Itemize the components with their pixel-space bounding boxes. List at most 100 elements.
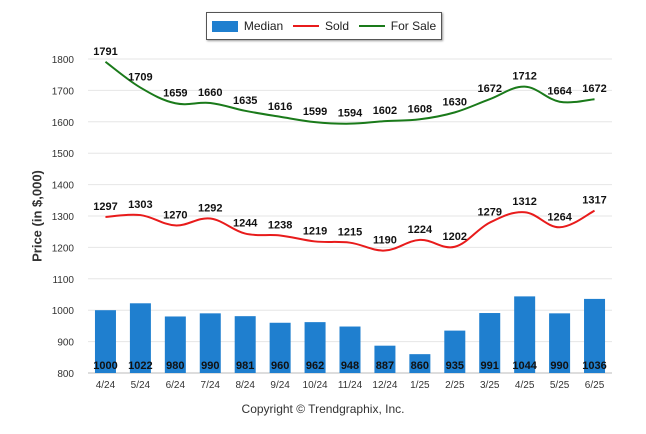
median-bar (269, 322, 291, 373)
series-lines (104, 61, 596, 252)
median-bar (304, 322, 326, 373)
median-value-label: 860 (411, 360, 429, 372)
for-sale-value-label: 1791 (93, 46, 117, 58)
sold-line (105, 209, 596, 252)
sold-value-label: 1312 (512, 196, 536, 208)
for-sale-line (104, 61, 595, 125)
median-bar (444, 330, 466, 373)
x-tick-label: 3/25 (480, 380, 500, 391)
sold-value-label: 1215 (338, 227, 362, 239)
x-tick-label: 11/24 (338, 380, 363, 391)
legend-item-sold[interactable]: Sold (292, 19, 350, 33)
x-tick-label: 6/24 (166, 380, 186, 391)
x-tick-label: 10/24 (303, 380, 328, 391)
sold-value-label: 1270 (163, 209, 187, 221)
median-value-label: 887 (376, 360, 394, 372)
median-value-label: 1044 (512, 360, 537, 372)
sold-value-label: 1317 (582, 195, 606, 207)
legend: Median Sold For Sale (206, 12, 442, 40)
x-tick-label: 12/24 (372, 380, 397, 391)
for-sale-value-label: 1672 (582, 83, 606, 95)
y-tick-label: 1300 (52, 212, 75, 223)
x-tick-label: 2/25 (445, 380, 465, 391)
for-sale-value-label: 1635 (233, 95, 257, 107)
y-tick-label: 1100 (52, 275, 74, 286)
y-tick-label: 900 (57, 338, 74, 349)
for-sale-value-label: 1599 (303, 106, 327, 118)
median-value-label: 948 (341, 360, 359, 372)
sold-swatch (292, 25, 319, 27)
for-sale-value-label: 1664 (547, 86, 572, 98)
y-tick-label: 1500 (52, 149, 75, 160)
for-sale-value-label: 1608 (408, 103, 432, 115)
median-value-label: 1022 (128, 360, 152, 372)
for-sale-value-label: 1672 (477, 83, 501, 95)
y-tick-labels: 800 900 1000 1100 1200 1300 1400 1500 1600 1700 18… (52, 55, 75, 380)
sold-value-label: 1292 (198, 203, 222, 215)
median-value-label: 990 (550, 360, 568, 372)
for-sale-value-label: 1712 (512, 71, 536, 83)
median-bar (584, 298, 606, 373)
x-tick-label: 6/25 (585, 380, 605, 391)
for-sale-swatch (358, 25, 385, 27)
median-value-label: 991 (481, 360, 499, 372)
for-sale-value-label: 1594 (338, 108, 363, 120)
sold-value-label: 1297 (93, 201, 117, 213)
y-tick-label: 1800 (52, 55, 75, 66)
median-bar (199, 313, 221, 373)
median-value-label: 962 (306, 360, 324, 372)
legend-label-median: Median (243, 19, 284, 33)
sold-value-label: 1238 (268, 219, 292, 231)
x-tick-label: 8/24 (235, 380, 255, 391)
for-sale-value-label: 1602 (373, 105, 397, 117)
sold-value-label: 1219 (303, 225, 327, 237)
median-bar (549, 313, 571, 373)
for-sale-value-label: 1709 (128, 72, 152, 84)
sold-value-label: 1244 (233, 218, 258, 230)
sold-value-label: 1224 (408, 224, 433, 236)
median-swatch (211, 20, 238, 32)
median-bar (129, 303, 151, 373)
y-tick-label: 1000 (52, 306, 75, 317)
y-tick-label: 1700 (52, 86, 75, 97)
y-tick-label: 1200 (52, 243, 75, 254)
legend-label-sold: Sold (324, 19, 350, 33)
x-tick-label: 4/24 (96, 380, 116, 391)
median-bar (374, 345, 396, 373)
x-tick-label: 5/24 (131, 380, 151, 391)
sold-value-label: 1303 (128, 199, 152, 211)
median-value-label: 990 (201, 360, 219, 372)
median-value-label: 980 (166, 360, 184, 372)
y-tick-label: 800 (57, 369, 74, 380)
median-bar (94, 310, 116, 373)
copyright-text: Copyright © Trendgraphix, Inc. (241, 402, 405, 416)
y-tick-label: 1400 (52, 181, 75, 192)
median-value-label: 1036 (582, 360, 606, 372)
legend-label-for-sale: For Sale (390, 19, 437, 33)
median-bar (339, 326, 361, 373)
y-axis-label: Price (in $,000) (29, 170, 45, 262)
x-tick-label: 5/25 (550, 380, 570, 391)
for-sale-value-label: 1630 (443, 96, 467, 108)
x-tick-label: 9/24 (270, 380, 290, 391)
median-value-label: 981 (236, 360, 254, 372)
median-bar (479, 313, 501, 373)
sold-value-label: 1190 (373, 235, 397, 247)
median-bar (514, 296, 536, 373)
legend-item-for-sale[interactable]: For Sale (358, 19, 437, 33)
data-labels: 1000 1022 980 990 981 960 962 948 887 860 935 991 10… (93, 46, 607, 372)
y-tick-label: 1600 (52, 118, 75, 129)
x-tick-label: 7/24 (201, 380, 221, 391)
median-value-label: 1000 (93, 360, 117, 372)
median-bar (164, 316, 186, 373)
x-tick-label: 4/25 (515, 380, 535, 391)
legend-item-median[interactable]: Median (211, 19, 284, 33)
x-tick-label: 1/25 (410, 380, 430, 391)
median-bars (94, 296, 606, 373)
sold-value-label: 1264 (547, 211, 572, 223)
median-bar (234, 316, 256, 373)
median-value-label: 935 (446, 360, 464, 372)
for-sale-value-label: 1660 (198, 87, 222, 99)
for-sale-value-label: 1659 (163, 87, 187, 99)
